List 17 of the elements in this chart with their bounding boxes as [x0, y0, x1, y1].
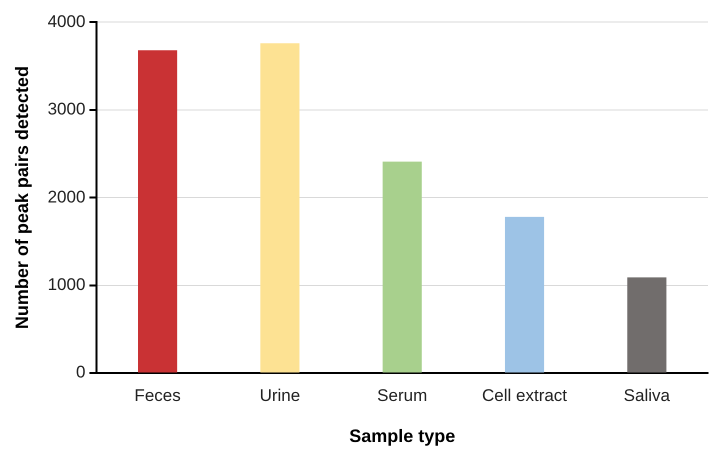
y-tick-label: 0 — [76, 362, 86, 382]
bar — [504, 216, 544, 372]
x-tick-label: Saliva — [624, 386, 671, 405]
x-axis-title: Sample type — [349, 426, 456, 446]
bar — [138, 50, 178, 372]
bar — [260, 43, 300, 372]
x-tick-label: Cell extract — [482, 386, 568, 405]
y-axis-title: Number of peak pairs detected — [12, 66, 32, 330]
y-tick-label: 2000 — [48, 187, 86, 206]
x-tick-label: Feces — [134, 386, 181, 405]
y-tick-label: 4000 — [48, 12, 86, 31]
bar — [382, 162, 422, 372]
bar — [627, 277, 666, 372]
y-tick-label: 3000 — [48, 100, 86, 119]
x-tick-label: Urine — [260, 386, 300, 405]
x-tick-label: Serum — [377, 386, 428, 405]
y-tick-label: 1000 — [48, 274, 86, 294]
